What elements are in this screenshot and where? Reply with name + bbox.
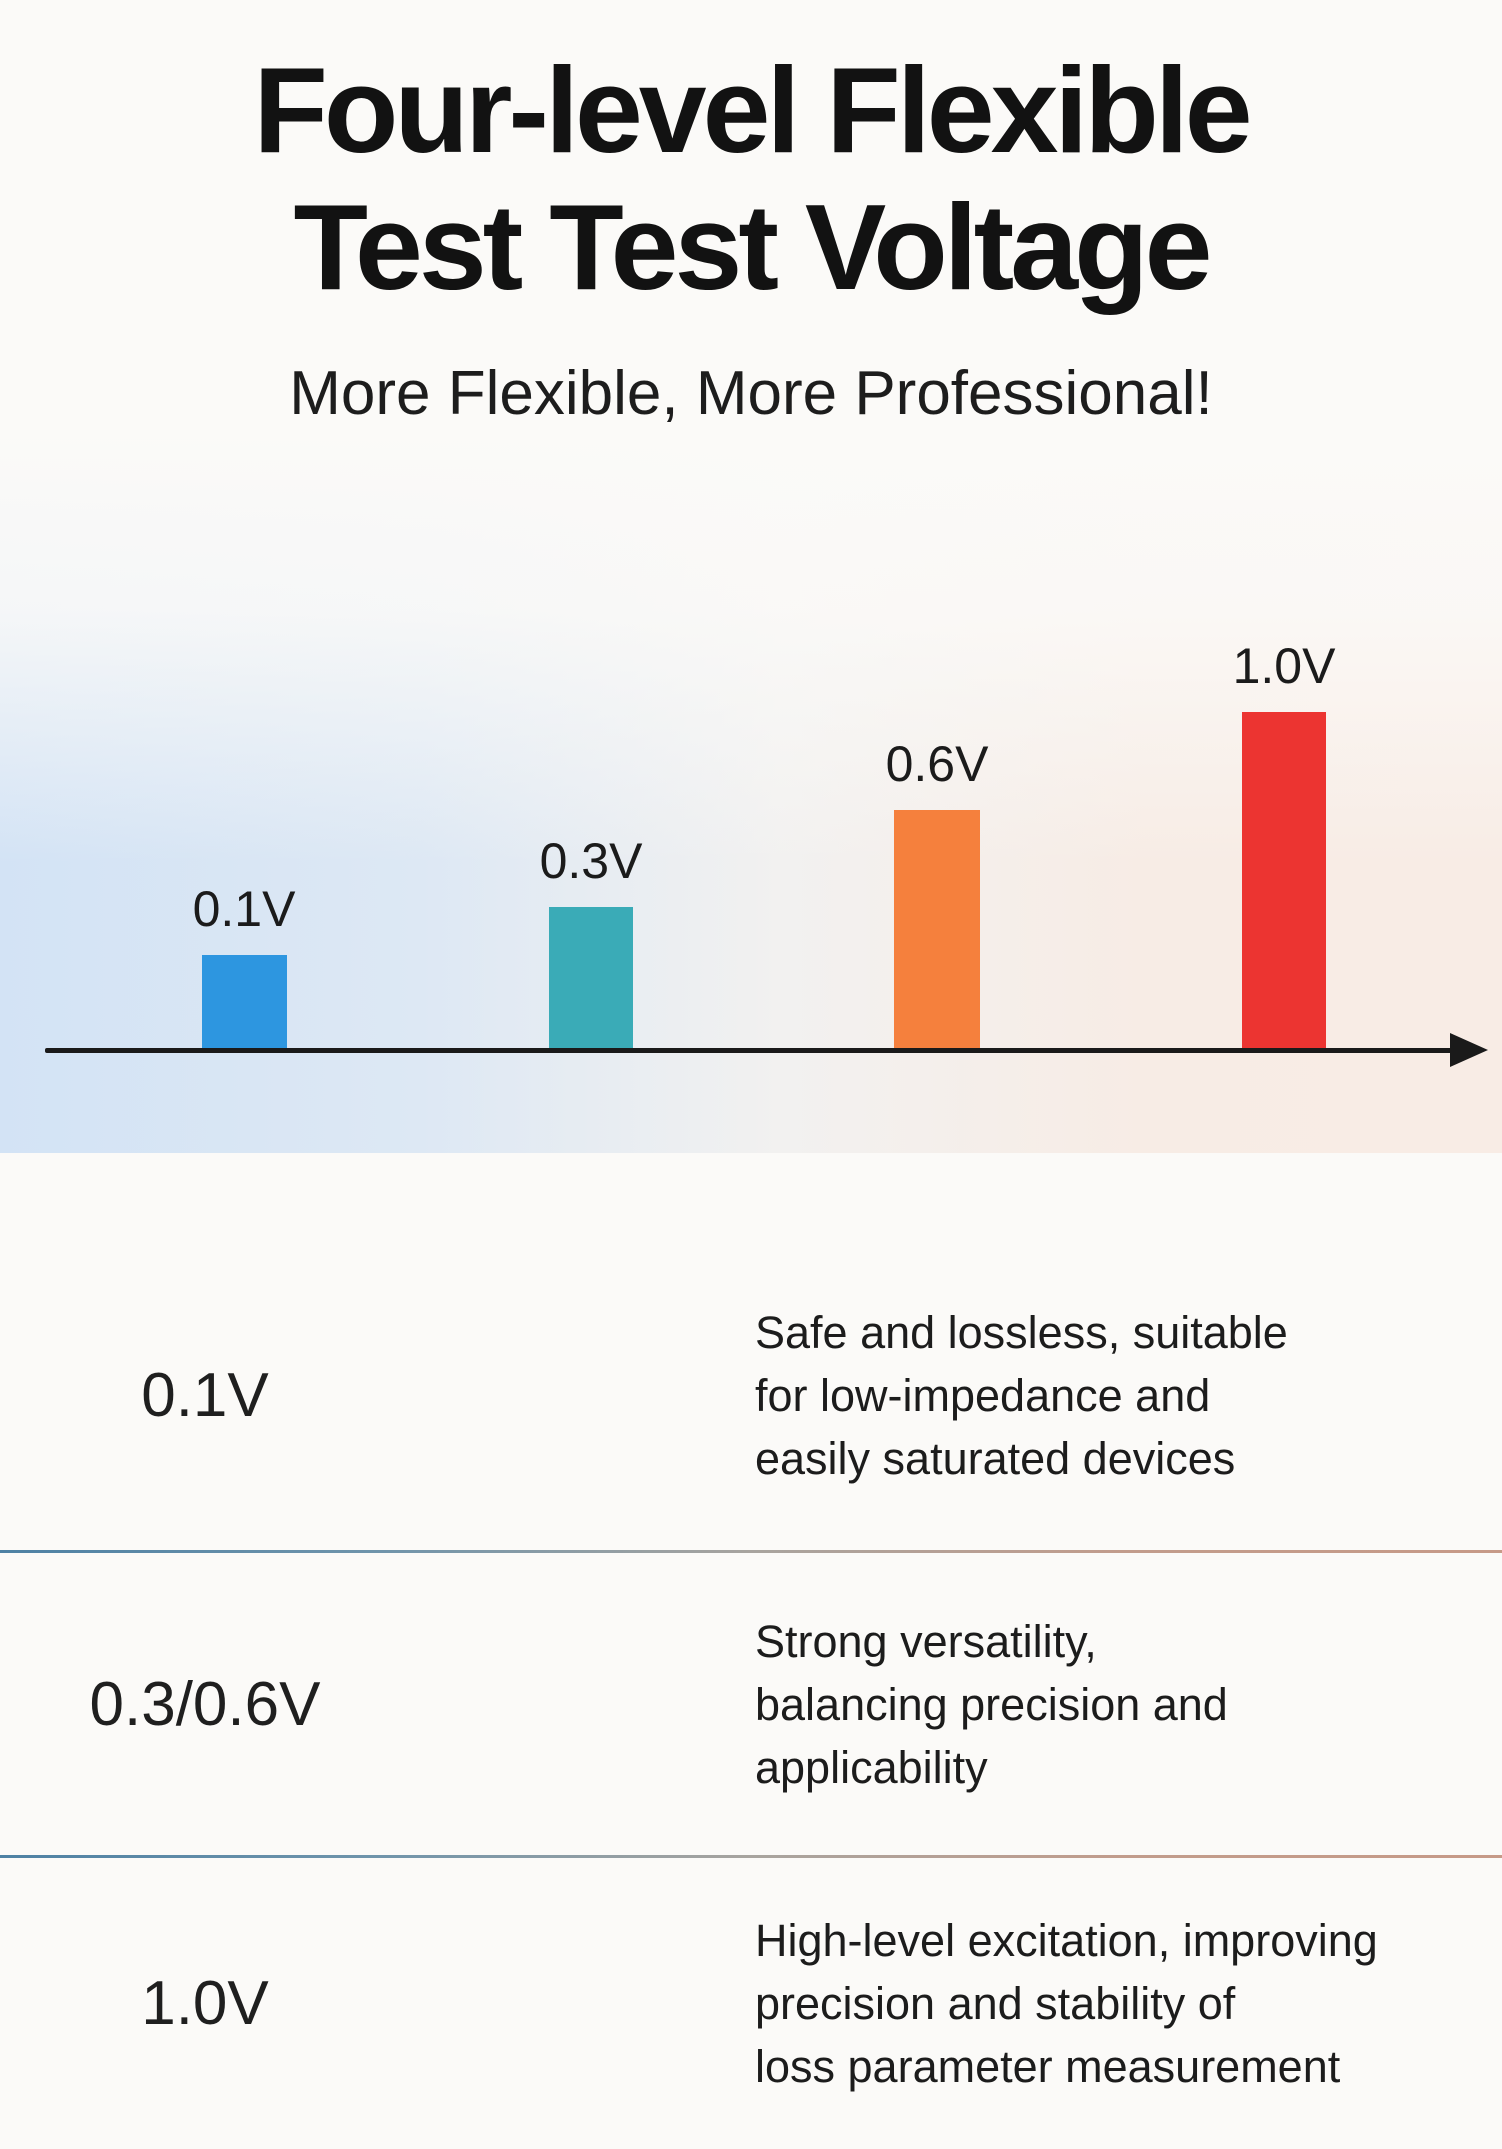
x-axis-arrowhead-icon <box>1450 1033 1488 1067</box>
table-row-0-1v: 0.1V Safe and lossless, suitable for low… <box>0 1153 1502 1550</box>
voltage-description-table: 0.1V Safe and lossless, suitable for low… <box>0 1153 1502 2149</box>
bar-value-label-1-0v: 1.0V <box>1232 638 1336 694</box>
voltage-bar-chart: 0.1V 0.3V 0.6V 1.0V <box>0 430 1502 1153</box>
page-title: Four-level Flexible Test Test Voltage <box>0 42 1502 315</box>
bar-value-label-0-3v: 0.3V <box>539 833 643 889</box>
page-title-line-1: Four-level Flexible <box>253 42 1252 178</box>
table-row-1-0v: 1.0V High-level excitation, improving pr… <box>0 1858 1502 2149</box>
bar-0-3v <box>549 907 633 1048</box>
table-row-0-3-0-6v: 0.3/0.6V Strong versatility, balancing p… <box>0 1553 1502 1855</box>
bar-0-1v <box>202 955 287 1048</box>
row-description: High-level excitation, improving precisi… <box>755 1915 1378 2092</box>
row-description: Strong versatility, balancing precision … <box>755 1615 1228 1793</box>
row-label: 1.0V <box>141 1969 269 2038</box>
bar-1-0v <box>1242 712 1326 1048</box>
bar-value-label-0-6v: 0.6V <box>885 736 989 792</box>
x-axis-line <box>45 1048 1465 1053</box>
page-title-line-2: Test Test Voltage <box>293 178 1213 315</box>
row-label: 0.1V <box>141 1361 269 1430</box>
bar-value-label-0-1v: 0.1V <box>192 881 296 937</box>
row-description: Safe and lossless, suitable for low-impe… <box>755 1307 1288 1484</box>
row-label: 0.3/0.6V <box>89 1669 321 1739</box>
bar-0-6v <box>894 810 980 1048</box>
row-separator <box>0 1855 1502 1858</box>
row-separator <box>0 1550 1502 1553</box>
page-subtitle: More Flexible, More Professional! <box>289 359 1213 428</box>
